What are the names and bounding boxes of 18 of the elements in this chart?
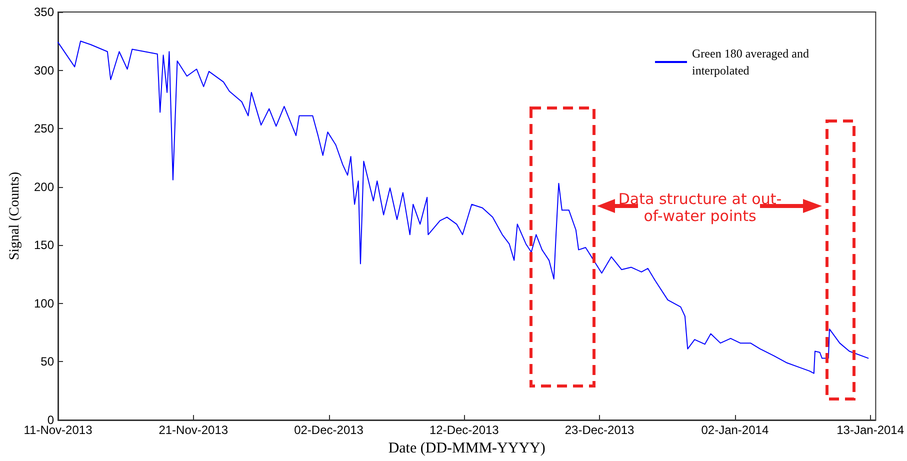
y-tick-label: 250 (34, 122, 54, 136)
x-tick-label: 21-Nov-2013 (158, 423, 228, 437)
y-tick-label: 100 (34, 296, 54, 310)
y-tick-label: 350 (34, 5, 54, 19)
x-axis-title: Date (DD-MMM-YYYY) (388, 440, 546, 456)
legend-label: Green 180 averaged and interpolated (692, 46, 812, 78)
y-tick-label: 150 (34, 238, 54, 252)
y-axis-title: Signal (Counts) (8, 172, 22, 260)
y-tick-label: 300 (34, 63, 54, 78)
x-tick-label: 02-Jan-2014 (701, 423, 769, 437)
x-tick-label: 13-Jan-2014 (836, 423, 904, 437)
x-tick-label: 12-Dec-2013 (429, 423, 500, 437)
annotation: Data structure at out-of-water points (617, 190, 783, 225)
x-tick-label: 23-Dec-2013 (564, 423, 635, 437)
x-tick-label: 02-Dec-2013 (294, 423, 364, 437)
line-series (58, 40, 869, 374)
y-tick-label: 50 (40, 354, 54, 369)
y-tick-label: 200 (34, 180, 54, 194)
